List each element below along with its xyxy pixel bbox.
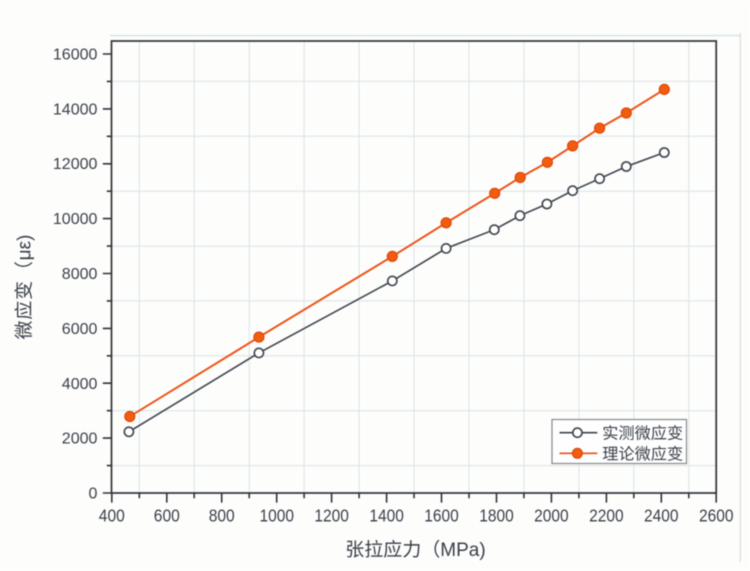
svg-text:400: 400 bbox=[99, 506, 125, 526]
svg-text:2000: 2000 bbox=[534, 506, 569, 526]
svg-text:1200: 1200 bbox=[314, 506, 349, 526]
svg-text:800: 800 bbox=[209, 506, 235, 526]
svg-text:MPa): MPa) bbox=[440, 540, 485, 561]
svg-text:12000: 12000 bbox=[53, 156, 98, 173]
svg-text:2000: 2000 bbox=[62, 431, 98, 448]
svg-text:600: 600 bbox=[154, 506, 180, 526]
svg-text:1000: 1000 bbox=[259, 506, 294, 526]
svg-text:4000: 4000 bbox=[62, 376, 98, 393]
svg-text:6000: 6000 bbox=[62, 321, 98, 338]
svg-text:2600: 2600 bbox=[699, 506, 734, 526]
svg-text:16000: 16000 bbox=[53, 47, 98, 64]
svg-text:2400: 2400 bbox=[644, 506, 679, 526]
svg-text:με): με) bbox=[15, 235, 36, 261]
svg-text:8000: 8000 bbox=[62, 266, 98, 283]
svg-text:10000: 10000 bbox=[53, 211, 98, 228]
svg-text:0: 0 bbox=[88, 486, 97, 503]
svg-text:1600: 1600 bbox=[424, 506, 459, 526]
svg-text:14000: 14000 bbox=[53, 101, 98, 118]
svg-text:1400: 1400 bbox=[369, 506, 404, 526]
svg-text:2200: 2200 bbox=[589, 506, 624, 526]
svg-text:1800: 1800 bbox=[479, 506, 514, 526]
